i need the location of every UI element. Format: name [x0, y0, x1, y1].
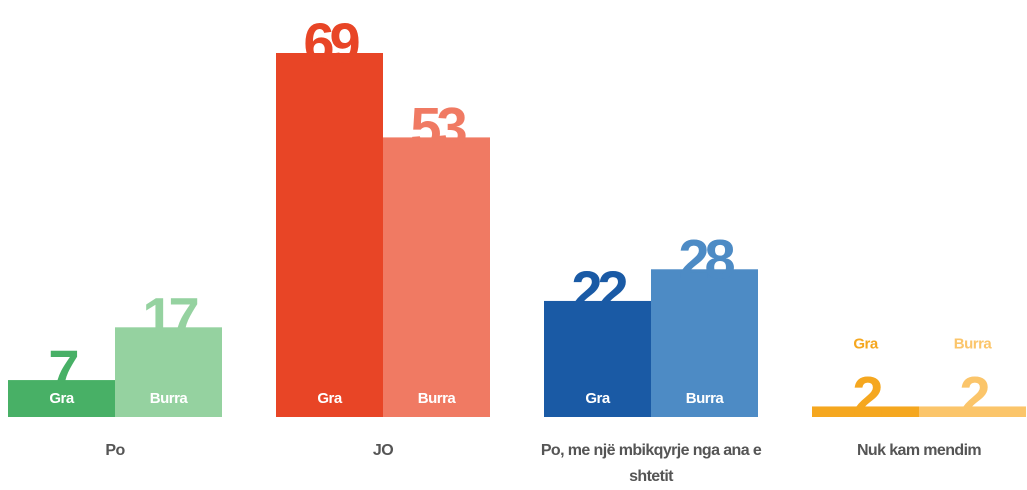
series-label: Burra: [686, 390, 725, 407]
series-label: Burra: [418, 390, 457, 407]
series-label: Burra: [150, 390, 189, 407]
category-label: Po: [105, 442, 125, 459]
bar: [812, 406, 919, 417]
value-label: 2: [959, 364, 988, 427]
bar: [919, 406, 1026, 417]
series-label: Gra: [317, 390, 343, 407]
bar: [383, 137, 490, 417]
category-label: Nuk kam mendim: [856, 442, 982, 459]
series-label: Gra: [853, 335, 879, 352]
series-label: Gra: [585, 390, 611, 407]
value-label: 17: [142, 285, 197, 348]
bar: [651, 269, 758, 417]
bar: [115, 327, 222, 417]
bar: [276, 53, 383, 417]
category-label: JO: [372, 442, 394, 459]
value-label: 2: [852, 364, 881, 427]
value-label: 69: [303, 11, 359, 74]
bar: [544, 300, 651, 417]
series-label: Gra: [49, 390, 75, 407]
value-label: 53: [410, 95, 466, 158]
value-label: 22: [571, 259, 626, 322]
bar: [8, 380, 115, 417]
category-label: Po, me një mbikqyrje nga ana e shtetit: [540, 442, 762, 485]
series-label: Burra: [954, 335, 993, 352]
value-label: 28: [678, 227, 734, 290]
